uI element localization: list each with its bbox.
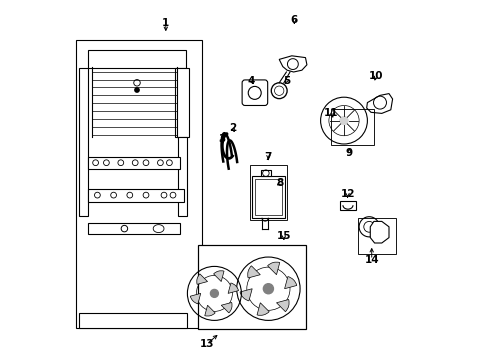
Bar	[341, 201, 356, 210]
Text: 4: 4	[248, 76, 255, 86]
Wedge shape	[221, 302, 232, 313]
Bar	[331, 109, 374, 145]
Bar	[252, 176, 285, 218]
Bar	[358, 218, 396, 254]
Text: 15: 15	[277, 231, 291, 241]
Bar	[88, 189, 184, 202]
Text: 12: 12	[341, 189, 355, 199]
Wedge shape	[190, 293, 201, 304]
Text: 14: 14	[365, 255, 379, 265]
Polygon shape	[367, 94, 392, 113]
Wedge shape	[205, 305, 215, 316]
Wedge shape	[228, 283, 239, 293]
Circle shape	[263, 284, 273, 294]
Text: 8: 8	[277, 178, 284, 188]
Circle shape	[135, 88, 139, 92]
Text: 2: 2	[229, 123, 236, 133]
Bar	[255, 179, 282, 215]
Wedge shape	[285, 276, 297, 289]
Wedge shape	[197, 274, 208, 284]
Bar	[88, 50, 186, 68]
Bar	[79, 313, 187, 328]
Bar	[88, 157, 180, 169]
Text: 6: 6	[291, 15, 298, 25]
Text: 5: 5	[283, 76, 290, 86]
Wedge shape	[276, 300, 289, 312]
Bar	[198, 245, 306, 329]
FancyBboxPatch shape	[242, 80, 268, 105]
Text: 11: 11	[324, 108, 339, 118]
Text: 3: 3	[218, 134, 225, 144]
Polygon shape	[370, 221, 389, 243]
Wedge shape	[248, 266, 260, 278]
Text: 13: 13	[200, 339, 215, 349]
Bar	[76, 40, 202, 328]
Text: 1: 1	[162, 18, 170, 28]
Bar	[178, 137, 187, 216]
Polygon shape	[279, 56, 307, 72]
Bar	[88, 223, 180, 234]
Circle shape	[340, 116, 348, 125]
Circle shape	[210, 289, 219, 297]
Wedge shape	[240, 289, 252, 301]
Wedge shape	[214, 271, 224, 282]
Bar	[250, 165, 288, 220]
Wedge shape	[257, 303, 269, 315]
Text: 9: 9	[346, 148, 353, 158]
Bar	[175, 68, 189, 137]
Bar	[261, 170, 271, 176]
Wedge shape	[268, 262, 280, 275]
Text: 10: 10	[369, 71, 384, 81]
Text: 7: 7	[265, 152, 272, 162]
Bar	[79, 68, 88, 216]
